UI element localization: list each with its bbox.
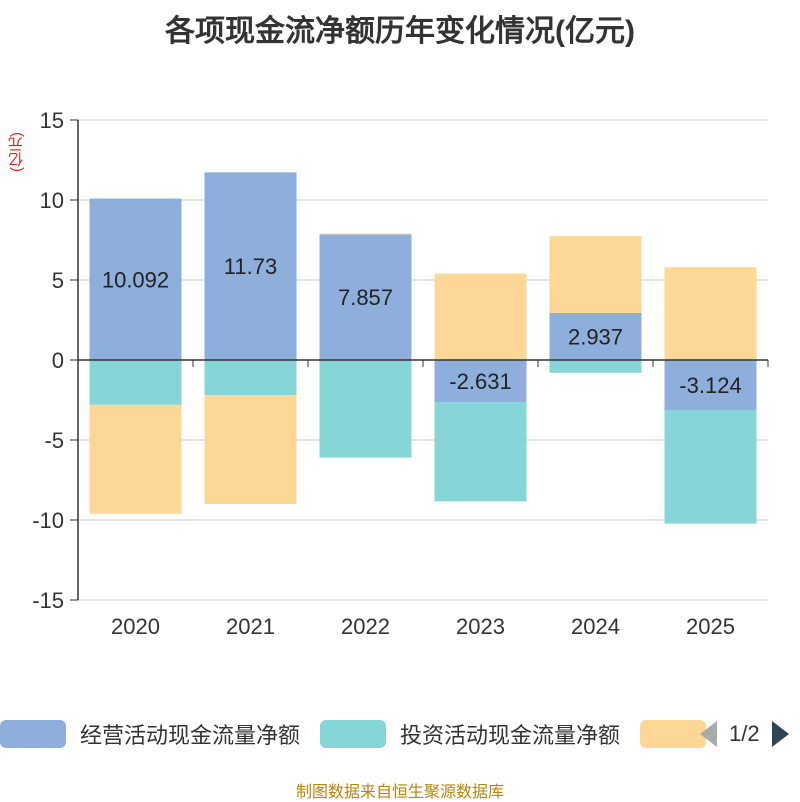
data-label-2025: -3.124 [679, 373, 741, 398]
legend-label-investing: 投资活动现金流量净额 [400, 723, 621, 748]
bar-2025-series-0 [664, 360, 757, 410]
x-tick-label: 2024 [571, 614, 620, 639]
bar-2021-series-1 [204, 360, 297, 396]
bar-2023-series-0 [434, 360, 527, 403]
prev-page-icon[interactable] [700, 721, 717, 747]
bar-2022-series-0 [319, 234, 412, 360]
bar-2023-series-2 [434, 273, 527, 360]
bar-2023-series-1 [434, 402, 527, 502]
data-source-note: 制图数据来自恒生聚源数据库 [295, 784, 504, 801]
x-tick-label: 2025 [686, 614, 735, 639]
bar-2021-series-2 [204, 395, 297, 504]
y-tick-label: 0 [52, 348, 64, 373]
data-label-2023: -2.631 [449, 369, 511, 394]
legend-item-financing[interactable] [640, 716, 720, 752]
legend-pager: 1/2 [700, 718, 789, 750]
bar-2025-series-2 [664, 267, 757, 360]
bar-2024-series-1 [549, 360, 642, 373]
chart-title: 各项现金流净额历年变化情况(亿元) [165, 15, 635, 48]
legend-swatch-financing [640, 720, 706, 748]
data-label-2021: 11.73 [224, 254, 277, 279]
legend-page-indicator: 1/2 [729, 721, 760, 746]
x-tick-label: 2020 [111, 614, 160, 639]
legend-swatch-investing [320, 720, 386, 748]
x-tick-label: 2023 [456, 614, 505, 639]
bar-chart: 15 10 5 0 -5 -10 -15 10.092 2020 11.73 2021 7.857 20… [32, 108, 769, 639]
data-label-2022: 7.857 [338, 285, 393, 310]
bar-2022-series-2 [319, 233, 412, 235]
x-tick-label: 2022 [341, 614, 390, 639]
y-tick-label: 10 [40, 188, 64, 213]
bar-2022-series-1 [319, 360, 412, 458]
bar-2020-series-2 [89, 404, 182, 514]
bar-2020-series-0 [89, 198, 182, 360]
y-tick-label: -15 [32, 588, 64, 613]
next-page-icon[interactable] [771, 721, 789, 747]
legend-item-investing[interactable]: 投资活动现金流量净额 [320, 716, 620, 752]
data-label-2024: 2.937 [568, 325, 623, 350]
legend: 经营活动现金流量净额 投资活动现金流量净额 1/2 [0, 716, 800, 756]
legend-item-operating[interactable]: 经营活动现金流量净额 [0, 716, 300, 752]
legend-label-operating: 经营活动现金流量净额 [80, 723, 301, 748]
y-tick-label: 5 [52, 268, 64, 293]
y-tick-label: 15 [40, 108, 64, 133]
x-tick-label: 2021 [226, 614, 275, 639]
bar-2025-series-1 [664, 409, 757, 524]
y-tick-label: -5 [44, 428, 64, 453]
bar-2024-series-0 [549, 313, 642, 360]
data-label-2020: 10.092 [102, 267, 169, 292]
bar-2021-series-0 [204, 172, 297, 360]
bar-2020-series-1 [89, 360, 182, 405]
legend-swatch-operating [0, 720, 66, 748]
bar-2024-series-2 [549, 236, 642, 314]
y-tick-label: -10 [32, 508, 64, 533]
